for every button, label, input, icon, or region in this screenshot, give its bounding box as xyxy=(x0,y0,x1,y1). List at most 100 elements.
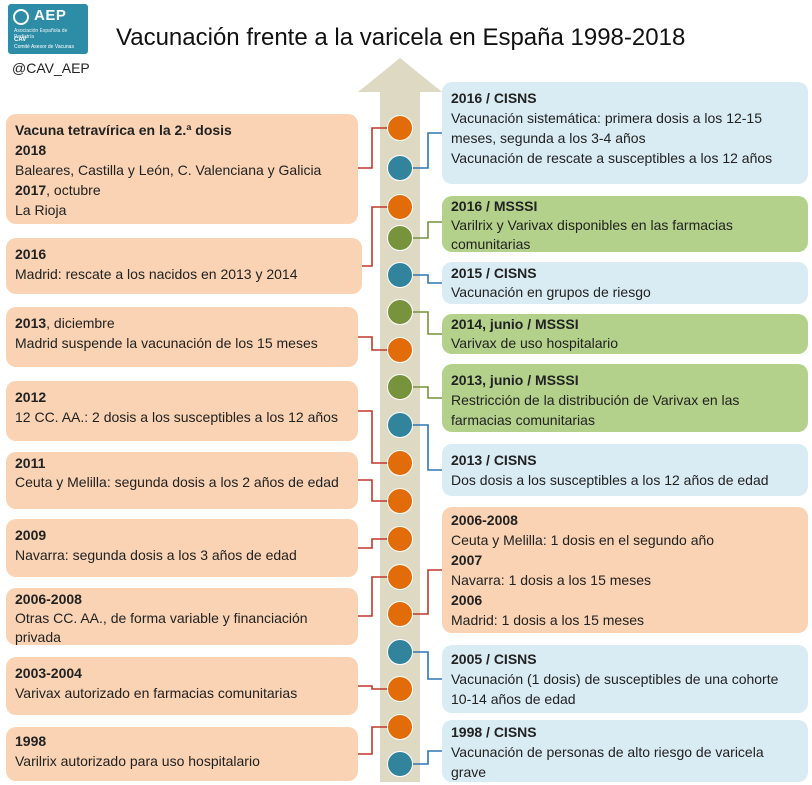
connector-line xyxy=(413,750,442,765)
connector-line xyxy=(413,569,442,615)
event-text: La Rioja xyxy=(15,202,67,218)
event-text: Madrid suspende la vacunación de los 15 … xyxy=(15,335,318,351)
event-text: Madrid: rescate a los nacidos en 2013 y … xyxy=(15,266,298,282)
logo-name: AEP xyxy=(34,7,67,24)
event-left-navarra-2009: 2009 Navarra: segunda dosis a los 3 años… xyxy=(6,519,358,577)
event-text: 12 CC. AA.: 2 dosis a los susceptibles a… xyxy=(15,409,338,425)
event-year: 2016 xyxy=(15,246,47,262)
connector-line xyxy=(413,311,442,335)
event-text: Ceuta y Melilla: 1 dosis en el segundo a… xyxy=(451,532,715,548)
event-right-msssi-2013: 2013, junio / MSSSI Restricción de la di… xyxy=(442,364,808,432)
event-heading: 2013 / CISNS xyxy=(451,452,537,468)
connector-line xyxy=(358,336,387,351)
timeline-dot-orange xyxy=(387,488,413,514)
event-year: 2018 xyxy=(15,142,47,158)
event-text: Vacunación en grupos de riesgo xyxy=(451,284,651,300)
event-left-tetravirica: Vacuna tetravírica en la 2.ª dosis 2018 … xyxy=(6,114,358,224)
timeline-dot-orange xyxy=(387,564,413,590)
event-right-cisns-2005: 2005 / CISNS Vacunación (1 dosis) de sus… xyxy=(442,645,808,713)
event-left-varilrix-1998: 1998 Varilrix autorizado para uso hospit… xyxy=(6,727,358,781)
connector-line xyxy=(413,132,442,169)
event-left-madrid-2016: 2016 Madrid: rescate a los nacidos en 20… xyxy=(6,238,362,294)
connector-line xyxy=(358,576,387,617)
event-text: Vacunación de rescate a susceptibles a l… xyxy=(451,150,773,166)
event-right-msssi-2016: 2016 / MSSSI Varilrix y Varivax disponib… xyxy=(442,196,808,252)
event-year: 2006-2008 xyxy=(15,591,82,607)
timeline-dot-orange xyxy=(387,601,413,627)
event-left-otras-2006: 2006-2008 Otras CC. AA., de forma variab… xyxy=(6,588,358,645)
timeline-dot-orange xyxy=(387,450,413,476)
event-text: Restricción de la distribución de Variva… xyxy=(451,392,740,428)
event-left-ceuta-2011: 2011 Ceuta y Melilla: segunda dosis a lo… xyxy=(6,452,358,509)
timeline-dot-green xyxy=(387,374,413,400)
event-right-msssi-2014: 2014, junio / MSSSI Varivax de uso hospi… xyxy=(442,314,808,354)
timeline-dot-blue xyxy=(387,751,413,777)
connector-line xyxy=(413,651,442,680)
page-title: Vacunación frente a la varicela en Españ… xyxy=(116,24,686,51)
event-year: 2011 xyxy=(15,455,46,471)
logo-subtitle: Asociación Española de Pediatría xyxy=(14,28,68,40)
event-heading: 2016 / MSSSI xyxy=(451,198,538,214)
timeline-dot-green xyxy=(387,299,413,325)
timeline-dot-orange xyxy=(387,194,413,220)
connector-line xyxy=(362,206,387,267)
event-heading: Vacuna tetravírica en la 2.ª dosis xyxy=(15,122,232,138)
event-text: Navarra: 1 dosis a los 15 meses xyxy=(451,572,651,588)
timeline-dot-orange xyxy=(387,526,413,552)
aep-logo-icon xyxy=(13,9,29,25)
event-heading: 2013, junio / MSSSI xyxy=(451,372,579,388)
connector-line xyxy=(358,127,387,169)
timeline-dot-green xyxy=(387,225,413,251)
event-date-suffix: , octubre xyxy=(46,182,101,198)
connector-line xyxy=(413,274,442,284)
event-year: 2013 xyxy=(15,315,47,331)
connector-line xyxy=(413,386,442,399)
event-heading: 2005 / CISNS xyxy=(451,651,537,667)
event-right-cisns-2015: 2015 / CISNS Vacunación en grupos de rie… xyxy=(442,262,808,304)
event-text: Vacunación sistemática: primera dosis a … xyxy=(451,110,763,146)
event-text: Baleares, Castilla y León, C. Valenciana… xyxy=(15,162,322,178)
event-heading: 2016 / CISNS xyxy=(451,90,537,106)
event-text: Dos dosis a los susceptibles a los 12 añ… xyxy=(451,472,769,488)
logo-cav: CAV xyxy=(14,37,27,43)
event-heading: 1998 / CISNS xyxy=(451,724,537,740)
event-right-ccaa-2006-2008: 2006-2008 Ceuta y Melilla: 1 dosis en el… xyxy=(442,507,808,633)
event-text: Varilrix autorizado para uso hospitalari… xyxy=(15,753,260,769)
event-year: 2012 xyxy=(15,389,47,405)
event-year: 2006 xyxy=(451,592,483,608)
event-heading: 2014, junio / MSSSI xyxy=(451,316,579,332)
event-heading: 2015 / CISNS xyxy=(451,265,537,281)
event-text: Madrid: 1 dosis a los 15 meses xyxy=(451,612,644,628)
timeline-dot-blue xyxy=(387,639,413,665)
event-text: Navarra: segunda dosis a los 3 años de e… xyxy=(15,547,297,563)
event-year: 1998 xyxy=(15,733,47,749)
event-text: Varilrix y Varivax disponibles en las fa… xyxy=(451,217,733,252)
event-right-cisns-1998: 1998 / CISNS Vacunación de personas de a… xyxy=(442,720,808,782)
event-year: 2006-2008 xyxy=(451,512,518,528)
event-left-madrid-2013: 2013, diciembre Madrid suspende la vacun… xyxy=(6,307,358,367)
event-year: 2017 xyxy=(15,182,47,198)
connector-line xyxy=(413,221,442,239)
timeline-dot-blue xyxy=(387,155,413,181)
event-year: 2003-2004 xyxy=(15,665,82,681)
event-text: Varivax autorizado en farmacias comunita… xyxy=(15,685,298,701)
event-right-cisns-2013: 2013 / CISNS Dos dosis a los susceptible… xyxy=(442,444,808,496)
event-left-ccaa-2012: 2012 12 CC. AA.: 2 dosis a los susceptib… xyxy=(6,381,358,441)
connector-line xyxy=(413,424,442,471)
event-text: Otras CC. AA., de forma variable y finan… xyxy=(15,610,308,645)
connector-line xyxy=(358,726,387,755)
timeline-dot-orange xyxy=(387,115,413,141)
event-text: Ceuta y Melilla: segunda dosis a los 2 a… xyxy=(15,474,339,490)
timeline-dot-orange xyxy=(387,714,413,740)
timeline-dot-orange xyxy=(387,337,413,363)
event-text: Varivax de uso hospitalario xyxy=(451,335,619,351)
logo-cav-subtitle: Comité Asesor de Vacunas xyxy=(14,44,74,50)
connector-line xyxy=(358,479,387,502)
event-right-cisns-2016: 2016 / CISNS Vacunación sistemática: pri… xyxy=(442,82,808,184)
connector-line xyxy=(358,685,387,690)
timeline-dot-blue xyxy=(387,412,413,438)
event-left-varivax-2003: 2003-2004 Varivax autorizado en farmacia… xyxy=(6,657,358,715)
connector-line xyxy=(358,410,387,464)
event-text: Vacunación (1 dosis) de susceptibles de … xyxy=(451,671,779,707)
timeline-dot-orange xyxy=(387,676,413,702)
